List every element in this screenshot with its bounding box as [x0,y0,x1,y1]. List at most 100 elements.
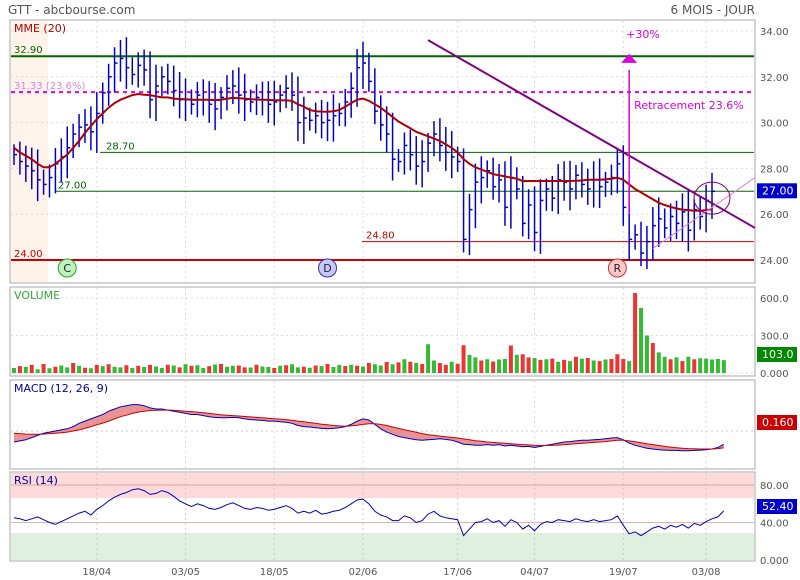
volume-axis: 600.0 300.0 0.000 [760,294,789,380]
last-rsi-badge: 52.40 [757,499,797,514]
event-marker-label: R [614,262,622,275]
volume-bar [53,366,58,373]
rsi-grid [11,473,754,560]
date-axis-label: 19/07 [609,567,638,578]
volume-bar [639,308,644,373]
event-marker-label: D [323,262,331,275]
volume-bar [118,367,123,373]
volume-bar [112,366,117,373]
volume-bar [710,359,714,373]
volume-bar [550,358,555,373]
volume-bar [124,365,129,373]
rsi-panel-title: RSI (14) [14,474,58,487]
volume-bar [520,354,525,373]
price-panel-title: MME (20) [14,22,66,35]
price-axis-label: 24.00 [760,256,789,267]
volume-bar [420,364,425,373]
rsi-oversold-band [11,533,754,560]
volume-bar [313,365,318,373]
price-axis-label: 26.00 [760,210,789,221]
volume-bar [621,359,626,373]
volume-bar [384,362,389,373]
header-period: 6 MOIS - JOUR [671,3,755,17]
date-axis-label: 04/07 [520,567,549,578]
header-title: GTT - abcbourse.com [8,3,135,17]
retracement-annotation: Retracement 23.6% [634,99,744,112]
volume-bar [579,358,584,373]
price-axis-label: 30.00 [760,119,789,130]
volume-bar [183,364,188,373]
volume-bar [461,345,466,373]
volume-bar [704,358,709,373]
volume-bar [59,365,64,373]
volume-bar [272,368,277,373]
volume-bar [414,363,419,373]
resistance-label: 32.90 [14,45,43,56]
volume-bar [100,366,105,373]
volume-bar [698,358,703,373]
volume-bar [538,359,543,373]
retracement-level-label: 31.33 (23.6%) [14,81,85,92]
macd-histogram-area [14,404,724,451]
volume-bar [479,360,484,373]
volume-bar [609,359,614,373]
volume-bar [213,364,218,373]
volume-bar [189,365,194,373]
last-macd-badge: 0.160 [757,415,797,430]
date-axis-label: 03/08 [692,567,721,578]
volume-bar [35,369,40,373]
volume-bar [337,365,342,373]
volume-bar [573,356,578,373]
macd-histogram [14,404,724,451]
volume-bar [437,363,442,373]
volume-bar [236,365,241,373]
volume-bar [355,365,360,373]
price-axis-label: 32.00 [760,73,789,84]
volume-bar [159,368,164,373]
volume-panel-title: VOLUME [14,289,60,302]
volume-bar [372,364,377,373]
volume-bar [88,368,93,373]
macd-grid [11,381,754,468]
volume-bar [443,364,448,373]
date-axis-label: 02/06 [349,567,378,578]
volume-bar [171,365,176,373]
rsi-line [13,488,725,537]
volume-bar [585,358,590,373]
price-axis: 34.00 32.00 30.00 28.00 26.00 24.00 [760,27,789,267]
volume-bar [47,368,52,373]
rsi-axis: 80.00 40.00 0.000 [760,481,789,567]
volume-bar [278,365,283,373]
event-marker-d [318,258,338,278]
volume-bar [508,345,513,373]
low-support-label: 24.80 [366,231,395,242]
event-marker-label: C [63,262,71,275]
volume-bar [65,367,70,373]
volume-bar [319,366,324,373]
price-axis-label: 28.00 [760,164,789,175]
volume-bar [266,367,271,373]
volume-bar [248,367,253,373]
volume-bar [343,366,348,373]
volume-bar [526,357,531,373]
event-marker-c [57,258,77,278]
volume-bar [532,358,537,373]
volume-bar [82,367,87,373]
volume-bar [71,363,76,373]
volume-bar [307,367,312,373]
volume-bar [603,359,608,373]
volume-bar [715,359,720,373]
upper-support-label: 28.70 [106,141,135,152]
volume-bar [644,335,649,373]
volume-bar [165,364,170,373]
volume-bar [591,360,596,373]
date-axis-label: 17/06 [443,567,472,578]
volume-axis-label: 600.0 [760,294,789,305]
volume-bar [686,356,691,373]
volume-bar [153,366,158,373]
volume-bar [136,365,141,373]
volume-bar [230,365,235,373]
volume-bar [301,366,306,373]
